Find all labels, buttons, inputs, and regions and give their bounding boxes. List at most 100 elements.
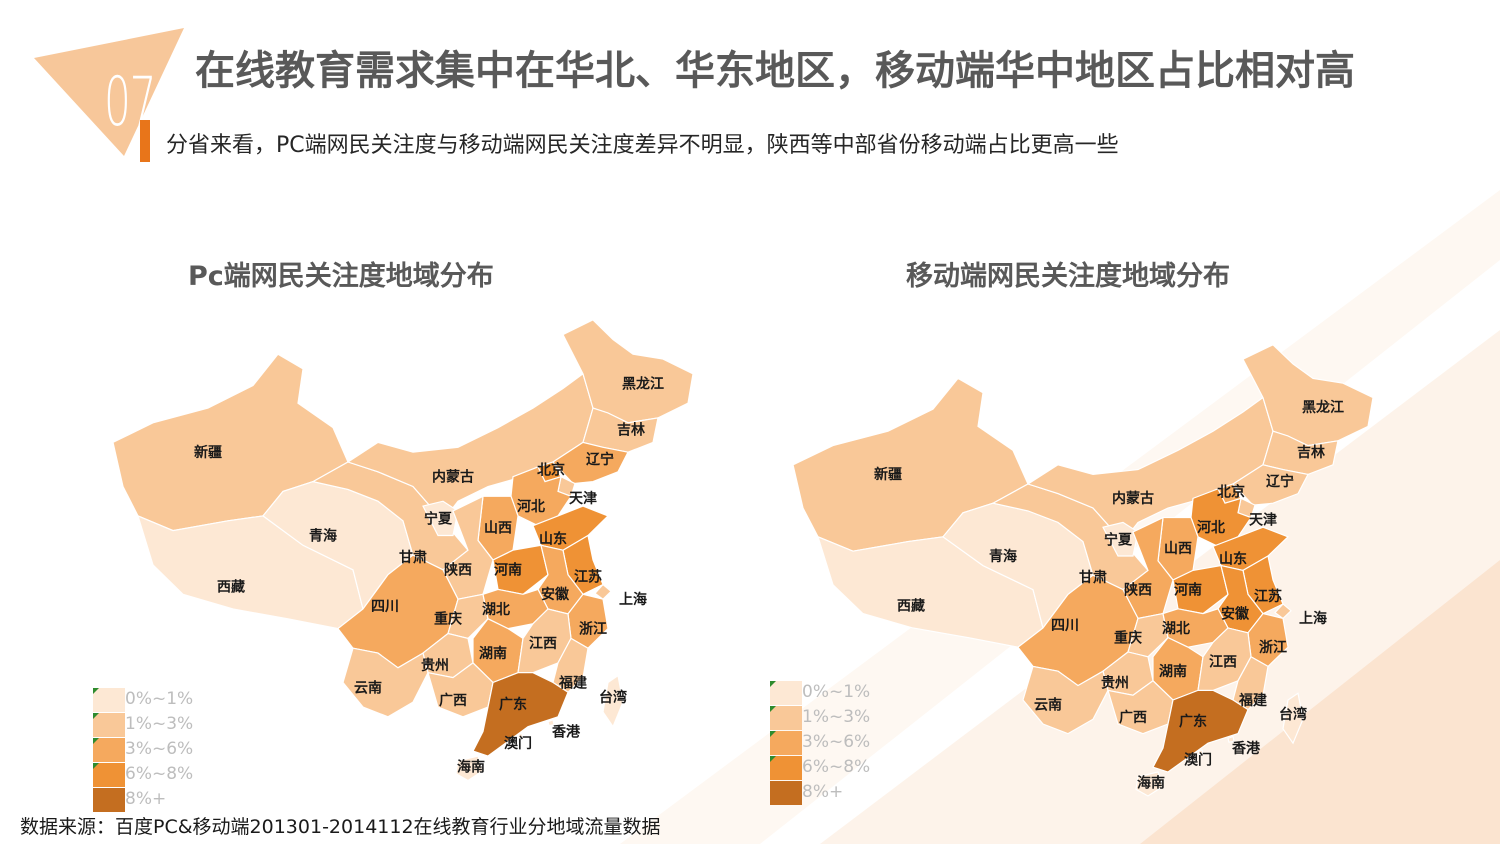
- province-label: 广东: [499, 696, 527, 713]
- mobile-map-legend: 0%~1% 1%~3% 3%~6% 6%~8% 8%+: [770, 681, 880, 806]
- province-label: 陕西: [1124, 581, 1152, 598]
- province-label: 吉林: [1297, 444, 1325, 461]
- legend-flag-icon: [93, 738, 99, 744]
- legend-flag-icon: [770, 756, 776, 762]
- legend-label: 1%~3%: [125, 714, 194, 734]
- province-label: 山东: [1219, 551, 1247, 568]
- province-region: [517, 732, 524, 740]
- province-region: [422, 500, 459, 537]
- province-label: 云南: [1034, 697, 1062, 714]
- mobile-china-map: 新疆 西藏 青海 甘肃 内蒙古 宁夏 黑龙江 吉林 辽宁 北京 天津 河北 山西 陕西 山东 河南 江苏 安徽 上海…: [788, 305, 1388, 810]
- legend-swatch: [770, 681, 802, 705]
- legend-swatch: [93, 788, 125, 812]
- province-label: 上海: [619, 591, 647, 608]
- province-label: 新疆: [874, 466, 902, 483]
- province-label: 安徽: [541, 586, 570, 603]
- province-region: [472, 672, 569, 757]
- legend-swatch: [93, 713, 125, 737]
- province-label: 云南: [354, 679, 382, 696]
- province-region: [1197, 749, 1204, 756]
- province-label: 台湾: [599, 689, 627, 706]
- province-label: 四川: [1051, 618, 1079, 634]
- legend-flag-icon: [770, 706, 776, 712]
- legend-label: 1%~3%: [802, 707, 871, 727]
- province-label: 四川: [371, 599, 399, 615]
- legend-swatch: [770, 706, 802, 730]
- legend-flag-icon: [770, 731, 776, 737]
- province-label: 澳门: [504, 735, 532, 752]
- province-region: [1135, 771, 1164, 797]
- data-source-note: 数据来源：百度PC&移动端201301-2014112在线教育行业分地域流量数据: [20, 816, 661, 838]
- province-label: 江西: [529, 635, 557, 652]
- province-label: 西藏: [217, 578, 245, 595]
- province-label: 重庆: [434, 611, 462, 628]
- province-label: 西藏: [897, 598, 925, 615]
- province-region: [547, 718, 555, 727]
- province-label: 吉林: [617, 422, 645, 439]
- province-label: 香港: [1231, 740, 1261, 757]
- pc-china-map: 新疆 西藏 青海 甘肃 内蒙古 宁夏 黑龙江 吉林 辽宁 北京 天津 河北 山西 陕西 山东 河南 江苏 安徽 上海…: [108, 310, 708, 815]
- page-title: 在线教育需求集中在华北、华东地区，移动端华中地区占比相对高: [195, 48, 1355, 94]
- legend-item: 8%+: [93, 788, 203, 813]
- legend-swatch: [93, 763, 125, 787]
- section-number-badge: 07: [34, 28, 184, 158]
- legend-label: 3%~6%: [802, 732, 871, 752]
- legend-item: 3%~6%: [93, 738, 203, 763]
- province-label: 广东: [1179, 713, 1207, 730]
- province-region: [1152, 689, 1249, 773]
- pc-map-legend: 0%~1% 1%~3% 3%~6% 6%~8% 8%+: [93, 688, 203, 813]
- province-region: [1102, 521, 1139, 557]
- legend-label: 8%+: [125, 789, 167, 809]
- province-label: 湖南: [479, 645, 507, 662]
- province-label: 江西: [1209, 653, 1237, 670]
- legend-label: 8%+: [802, 782, 844, 802]
- province-label: 宁夏: [424, 511, 453, 528]
- province-region: [552, 441, 629, 485]
- province-label: 海南: [1137, 774, 1165, 791]
- legend-swatch: [770, 756, 802, 780]
- province-label: 山西: [484, 521, 512, 537]
- pc-map-title: Pc端网民关注度地域分布: [188, 261, 494, 292]
- legend-item: 1%~3%: [770, 706, 880, 731]
- province-label: 广西: [1119, 709, 1147, 726]
- province-label: 黑龙江: [1302, 399, 1344, 416]
- province-label: 河北: [517, 498, 545, 515]
- legend-item: 0%~1%: [770, 681, 880, 706]
- province-label: 宁夏: [1104, 531, 1133, 548]
- province-label: 上海: [1299, 610, 1327, 627]
- legend-flag-icon: [93, 713, 99, 719]
- province-label: 重庆: [1114, 629, 1142, 646]
- legend-swatch: [770, 731, 802, 755]
- province-label: 福建: [1238, 692, 1267, 709]
- legend-label: 6%~8%: [125, 764, 194, 784]
- legend-swatch: [93, 688, 125, 712]
- legend-item: 1%~3%: [93, 713, 203, 738]
- province-label: 澳门: [1184, 751, 1212, 768]
- province-label: 青海: [989, 548, 1017, 565]
- province-label: 浙江: [579, 621, 607, 638]
- province-region: [1232, 464, 1309, 506]
- legend-label: 6%~8%: [802, 757, 871, 777]
- province-label: 海南: [457, 759, 485, 776]
- province-label: 河南: [1174, 581, 1202, 598]
- province-label: 湖北: [482, 602, 510, 618]
- province-label: 贵州: [1101, 675, 1129, 692]
- province-label: 甘肃: [1079, 569, 1107, 586]
- province-region: [602, 674, 624, 728]
- province-label: 湖北: [1162, 621, 1190, 637]
- province-label: 内蒙古: [432, 469, 474, 486]
- province-label: 广西: [439, 692, 467, 709]
- province-label: 江苏: [1254, 588, 1282, 605]
- province-label: 安徽: [1221, 605, 1250, 622]
- province-label: 香港: [551, 723, 581, 740]
- province-region: [1227, 735, 1235, 743]
- province-label: 陕西: [444, 562, 472, 579]
- province-label: 北京: [1217, 483, 1245, 500]
- province-label: 贵州: [421, 657, 449, 674]
- legend-swatch: [770, 781, 802, 805]
- province-label: 内蒙古: [1112, 490, 1154, 507]
- province-label: 新疆: [194, 444, 222, 461]
- province-label: 北京: [537, 462, 565, 479]
- province-label: 黑龙江: [622, 376, 664, 393]
- province-label: 天津: [569, 490, 597, 507]
